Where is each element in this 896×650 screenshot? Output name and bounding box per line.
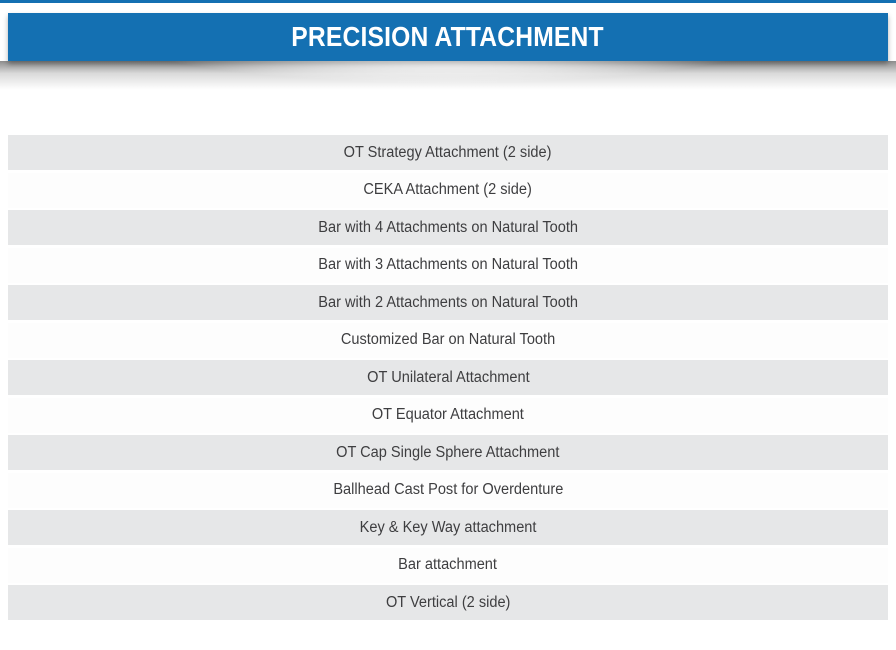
list-item-label: OT Cap Single Sphere Attachment [336,443,560,461]
list-item: OT Cap Single Sphere Attachment [8,435,888,470]
top-divider [0,0,896,3]
header-banner: PRECISION ATTACHMENT [8,13,888,61]
list-item: CEKA Attachment (2 side) [8,172,888,208]
attachment-list: OT Strategy Attachment (2 side) CEKA Att… [8,135,888,620]
list-item: Bar attachment [8,547,888,583]
list-item: OT Unilateral Attachment [8,360,888,395]
page-title: PRECISION ATTACHMENT [291,21,605,52]
list-item: Bar with 4 Attachments on Natural Tooth [8,210,888,245]
list-item-label: Bar with 3 Attachments on Natural Tooth [318,256,578,274]
list-item: Customized Bar on Natural Tooth [8,322,888,358]
list-item: Ballhead Cast Post for Overdenture [8,472,888,508]
list-item-label: Customized Bar on Natural Tooth [340,331,556,349]
list-item: OT Strategy Attachment (2 side) [8,135,888,170]
list-item-label: OT Vertical (2 side) [385,593,511,611]
list-item: Bar with 3 Attachments on Natural Tooth [8,247,888,283]
banner-shadow [0,61,896,97]
list-item: OT Vertical (2 side) [8,585,888,620]
list-item-label: Ballhead Cast Post for Overdenture [332,481,564,499]
list-item: OT Equator Attachment [8,397,888,433]
list-item-label: CEKA Attachment (2 side) [363,181,533,199]
list-item: Bar with 2 Attachments on Natural Tooth [8,285,888,320]
list-item-label: Bar with 4 Attachments on Natural Tooth [318,218,578,236]
list-item: Key & Key Way attachment [8,510,888,545]
list-item-label: OT Equator Attachment [371,406,524,424]
list-item-label: OT Unilateral Attachment [366,368,530,386]
list-item-label: Bar attachment [398,556,498,574]
list-item-label: OT Strategy Attachment (2 side) [344,143,552,161]
list-item-label: Key & Key Way attachment [359,518,537,536]
list-item-label: Bar with 2 Attachments on Natural Tooth [318,293,578,311]
